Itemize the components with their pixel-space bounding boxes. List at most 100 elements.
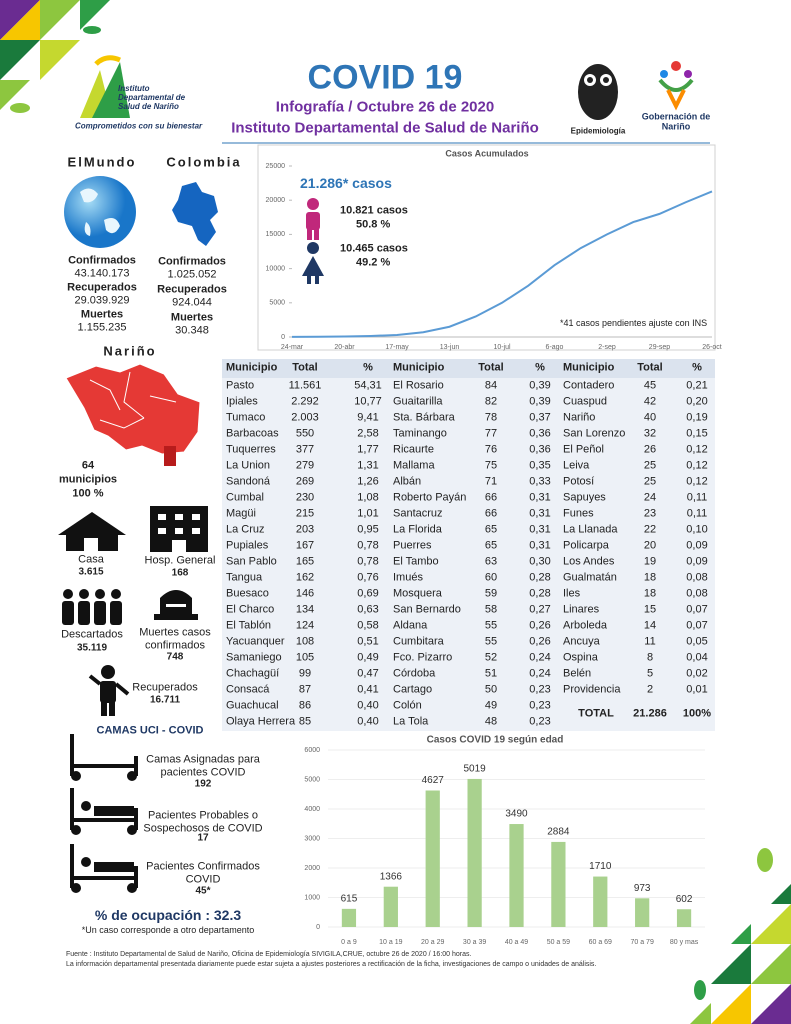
table-cell: 18	[643, 571, 657, 584]
table-cell: 0,36	[529, 427, 551, 440]
table-cell: Potosí	[563, 475, 595, 488]
table-cell: 42	[643, 395, 657, 408]
table-cell: 65	[484, 523, 498, 536]
narino-borders	[89, 371, 177, 429]
table-cell: 87	[298, 683, 312, 696]
table-cell: La Union	[226, 459, 271, 472]
table-cell: 40	[643, 411, 657, 424]
table-cell: 0,37	[529, 411, 551, 424]
table-cell: 11	[644, 635, 656, 648]
table-cell: 550	[295, 427, 315, 440]
chart-title: Casos Acumulados	[445, 148, 528, 158]
gobernacion-label: Gobernación de Nariño	[641, 111, 711, 132]
table-cell: 0,09	[686, 539, 708, 552]
table-cell: 85	[298, 715, 312, 728]
colombia-title: Colombia	[166, 154, 242, 170]
bar	[509, 824, 524, 927]
table-cell: 1,01	[357, 507, 379, 520]
table-cell: 23	[643, 507, 657, 520]
x-tick-label: 20 a 29	[421, 939, 444, 946]
data-label: 4627	[422, 775, 445, 786]
x-tick-label: 80 y mas	[670, 939, 699, 946]
table-cell: 124	[295, 619, 315, 632]
table-cell: 86	[298, 699, 312, 712]
table-cell: Mosquera	[393, 587, 442, 600]
table-cell: El Rosario	[393, 379, 444, 392]
table-cell: 0,35	[529, 459, 551, 472]
table-cell: Tangua	[226, 571, 263, 584]
table-cell: Taminango	[393, 427, 447, 440]
table-cell: El Peñol	[563, 443, 604, 456]
uci-label: Pacientes Confirmados COVID	[146, 860, 260, 885]
table-cell: La Llanada	[563, 523, 618, 536]
y-tick-label: 20000	[266, 197, 286, 204]
table-cell: La Florida	[393, 523, 442, 536]
footer-line: Fuente : Instituto Departamental de Salu…	[66, 950, 472, 958]
table-cell: 0,28	[529, 587, 551, 600]
table-cell: 15	[643, 603, 657, 616]
x-tick-label: 0 a 9	[341, 939, 357, 946]
line-chart-frame	[257, 144, 716, 351]
table-cell: 14	[643, 619, 657, 632]
table-cell: 0,23	[529, 715, 551, 728]
table-cell: Linares	[563, 603, 600, 616]
table-cell: 0,30	[529, 555, 551, 568]
table-cell: 0,78	[357, 555, 379, 568]
table-cell: 0,26	[529, 619, 551, 632]
table-cell: Colón	[393, 699, 422, 712]
table-cell: San Lorenzo	[563, 427, 626, 440]
y-tick-label: 25000	[266, 163, 286, 170]
table-cell: 2.292	[291, 395, 319, 408]
table-cell: 0,07	[686, 619, 708, 632]
table-cell: 0,26	[529, 635, 551, 648]
x-tick-label: 70 a 79	[630, 939, 653, 946]
institute-logo	[80, 55, 130, 118]
y-tick-label: 10000	[266, 265, 286, 272]
female-cases: 10.465 casos	[340, 242, 408, 255]
table-cell: 75	[484, 459, 498, 472]
table-cell: San Pablo	[226, 555, 277, 568]
table-cell: 0,12	[686, 459, 708, 472]
table-cell: 0,27	[529, 603, 551, 616]
table-cell: 108	[295, 635, 315, 648]
data-label: 973	[634, 883, 651, 894]
table-cell: Consacá	[226, 683, 270, 696]
stat-value: 924.044	[172, 296, 212, 309]
table-cell: 167	[295, 539, 315, 552]
uci-label: Pacientes Probables o Sospechosos de COV…	[143, 809, 263, 834]
table-cell: 0,08	[686, 587, 708, 600]
x-tick-label: 60 a 69	[589, 939, 612, 946]
table-cell: 8	[646, 651, 654, 664]
table-cell: 50	[484, 683, 498, 696]
table-cell: 10,77	[354, 395, 382, 408]
cumulative-line	[291, 190, 713, 338]
municipios-percent: 100 %	[72, 487, 104, 500]
y-tick-label: 5000	[304, 776, 320, 783]
table-cell: 0,01	[686, 683, 708, 696]
table-cell: 0,69	[357, 587, 379, 600]
table-cell: 78	[484, 411, 498, 424]
table-cell: 71	[484, 475, 498, 488]
table-cell: Tuquerres	[226, 443, 276, 456]
table-header-bg	[222, 359, 715, 378]
table-cell: 1,08	[357, 491, 379, 504]
bar	[635, 898, 650, 927]
data-label: 3490	[505, 809, 528, 820]
y-tick-label: 5000	[269, 300, 285, 307]
y-tick-label: 15000	[266, 231, 286, 238]
table-cell: 2,58	[357, 427, 379, 440]
table-cell: San Bernardo	[393, 603, 461, 616]
table-cell: 19	[643, 555, 657, 568]
case-value: 35.119	[76, 642, 108, 654]
table-cell: 0,05	[686, 635, 708, 648]
world-title: ElMundo	[67, 154, 137, 170]
table-cell: 18	[643, 587, 657, 600]
table-cell: Mallama	[393, 459, 435, 472]
table-cell: 59	[484, 587, 498, 600]
table-cell: 377	[295, 443, 315, 456]
table-cell: Córdoba	[393, 667, 436, 680]
male-icon	[306, 198, 320, 240]
table-cell: 0,11	[686, 491, 708, 504]
table-cell: Policarpa	[563, 539, 609, 552]
table-cell: 0,31	[529, 539, 551, 552]
